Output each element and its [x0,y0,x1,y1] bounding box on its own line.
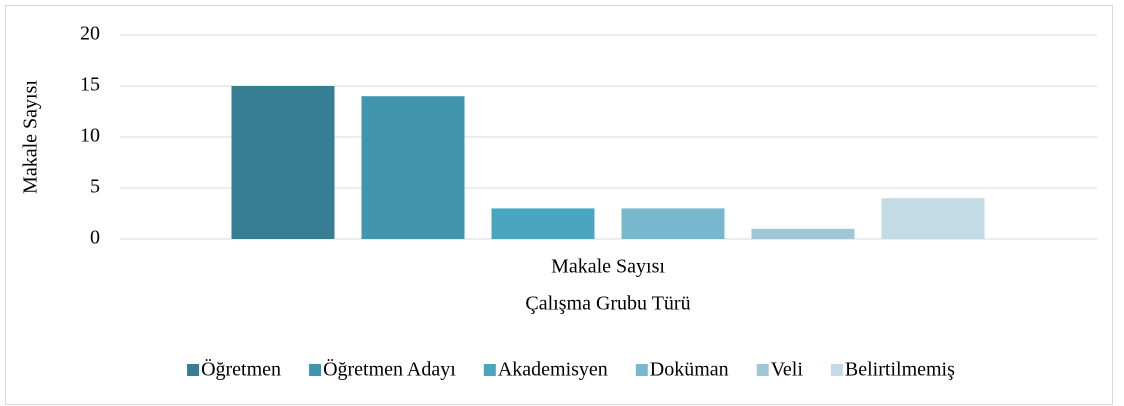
bar [361,96,465,239]
legend-label: Akademisyen [498,359,608,381]
legend-swatch [187,364,200,376]
bar [881,198,985,239]
x-tick-label: Makale Sayısı [551,256,665,278]
legend-swatch [756,364,769,376]
legend-label: Öğretmen Adayı [323,358,456,381]
y-tick-label: 15 [80,74,100,96]
y-tick-label: 5 [90,176,100,198]
legend-swatch [309,364,322,376]
legend-label: Doküman [650,359,729,381]
bar [231,86,335,239]
x-axis-title: Çalışma Grubu Türü [525,293,690,315]
bar [751,228,855,239]
bar [491,208,595,239]
y-tick-label: 20 [80,23,100,45]
legend-label: Öğretmen [201,358,281,381]
legend-label: Veli [771,359,804,381]
legend-swatch [483,364,496,376]
legend-swatch [635,364,648,376]
y-tick-label: 0 [90,227,100,249]
legend-swatch [830,364,843,376]
legend-label: Belirtilmemiş [845,359,955,381]
bar [621,208,725,239]
y-axis-title: Makale Sayısı [20,80,42,194]
y-tick-label: 10 [80,125,100,147]
